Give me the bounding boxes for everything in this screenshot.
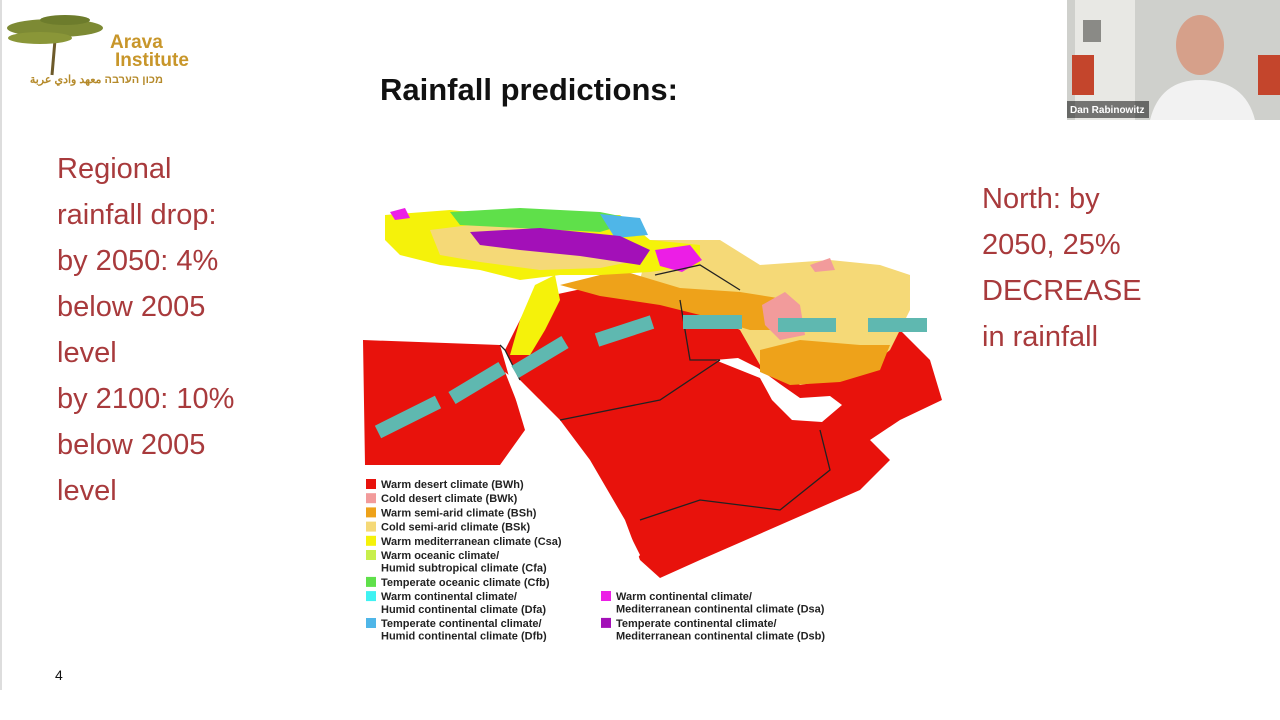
legend-swatch xyxy=(601,591,611,601)
legend-swatch xyxy=(366,618,376,628)
legend-label: Mediterranean continental climate (Dsb) xyxy=(616,631,825,643)
logo-text: Arava xyxy=(110,32,163,53)
slide-title: Rainfall predictions: xyxy=(380,72,678,107)
legend-swatch xyxy=(366,521,376,532)
legend-label: Warm continental climate/ xyxy=(381,591,517,603)
legend-label: Cold semi-arid climate (BSk) xyxy=(381,522,530,534)
legend-swatch xyxy=(366,479,376,489)
legend-swatch xyxy=(366,591,376,602)
legend-swatch xyxy=(601,617,611,628)
legend-swatch xyxy=(366,493,376,504)
legend-label: Humid subtropical climate (Cfa) xyxy=(381,563,547,575)
legend-label: Cold desert climate (BWk) xyxy=(381,493,518,505)
legend-label: Warm desert climate (BWh) xyxy=(381,479,524,491)
legend-swatch xyxy=(366,535,376,546)
participant-name: Dan Rabinowitz xyxy=(1070,105,1144,116)
legend-swatch xyxy=(366,576,376,587)
prediction-line xyxy=(374,315,927,439)
left-text: Regional rainfall drop: by 2050: 4% below 2… xyxy=(57,153,234,507)
climate-map xyxy=(363,208,942,578)
legend-label: Mediterranean continental climate (Dsa) xyxy=(616,604,825,616)
legend-label: Warm oceanic climate/ xyxy=(381,550,499,562)
map-legend: Warm desert climate (BWh) Cold desert cli… xyxy=(366,479,825,643)
right-text-line: North: by xyxy=(982,183,1100,215)
logo: Arava Institute מכון הערבה معهد وادي عرب… xyxy=(7,15,189,87)
right-text-line: 2050, 25% xyxy=(982,229,1121,261)
legend-label: Humid continental climate (Dfa) xyxy=(381,604,546,616)
legend-label: Temperate oceanic climate (Cfb) xyxy=(381,577,550,589)
left-text-line: by 2050: 4% xyxy=(57,245,218,277)
video-thumbnail[interactable]: Dan Rabinowitz xyxy=(1067,0,1280,120)
right-text-line: DECREASE xyxy=(982,275,1142,307)
left-text-line: Regional xyxy=(57,153,171,185)
left-text-line: rainfall drop: xyxy=(57,199,217,231)
left-text-line: below 2005 xyxy=(57,429,205,461)
legend-label: Warm continental climate/ xyxy=(616,591,752,603)
right-text-line: in rainfall xyxy=(982,321,1098,353)
legend-swatch xyxy=(366,550,376,560)
legend-label: Humid continental climate (Dfb) xyxy=(381,631,547,643)
legend-label: Warm mediterranean climate (Csa) xyxy=(381,536,562,548)
right-text: North: by 2050, 25% DECREASE in rainfall xyxy=(982,183,1142,353)
logo-subtitle: מכון הערבה معهد وادي عربة xyxy=(30,74,163,87)
legend-label: Temperate continental climate/ xyxy=(616,618,777,630)
left-text-line: level xyxy=(57,475,117,507)
left-text-line: below 2005 xyxy=(57,291,205,323)
page-number: 4 xyxy=(55,667,63,683)
left-text-line: level xyxy=(57,337,117,369)
logo-text: Institute xyxy=(115,50,189,71)
legend-label: Warm semi-arid climate (BSh) xyxy=(381,507,537,519)
legend-label: Temperate continental climate/ xyxy=(381,618,542,630)
legend-swatch xyxy=(366,507,376,518)
left-text-line: by 2100: 10% xyxy=(57,383,234,415)
